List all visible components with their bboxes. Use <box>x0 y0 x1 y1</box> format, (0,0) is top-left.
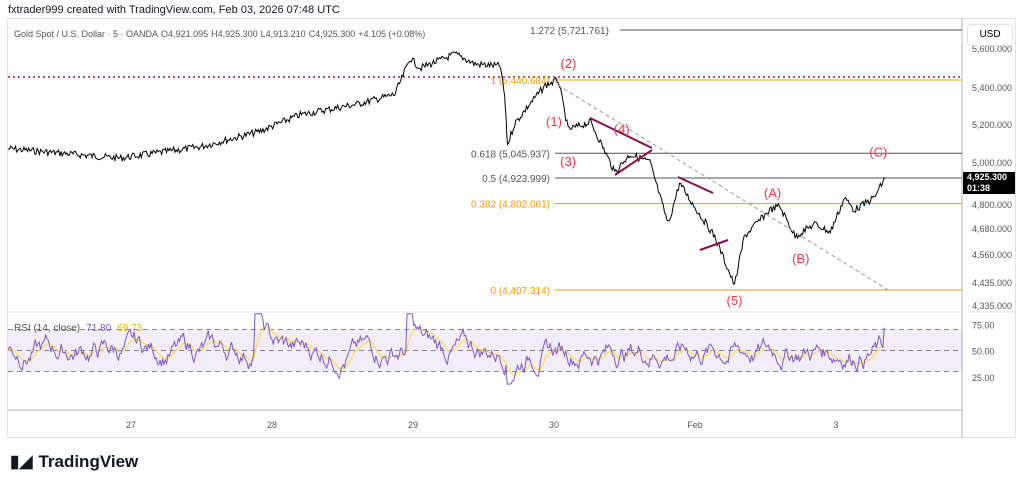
time-tick: 30 <box>549 420 559 430</box>
time-tick: 29 <box>408 420 418 430</box>
currency-button[interactable]: USD <box>967 24 1013 46</box>
trendline <box>557 84 889 291</box>
price-tick: 4,800.000 <box>972 200 1012 210</box>
rsi-ma-value: 69.73 <box>117 323 143 334</box>
price-line <box>8 51 886 285</box>
wave-label: (C) <box>869 144 887 159</box>
last-price: 4,925.300 <box>967 172 1008 182</box>
price-tick: 4,680.000 <box>972 224 1012 234</box>
rsi-legend: RSI (14, close) 71.80 69.73 <box>14 323 142 334</box>
fib-level-label: 0.5 (4,923.999) <box>482 174 550 185</box>
triangle-line <box>589 117 653 149</box>
chart-frame <box>7 18 1016 438</box>
price-tick: 4,335.000 <box>972 301 1012 311</box>
legend-change: +4.105 (+0.08%) <box>358 29 426 39</box>
price-tick: 4,560.000 <box>972 250 1012 260</box>
countdown: 01:38 <box>967 183 991 193</box>
rsi-value: 71.80 <box>86 323 112 334</box>
fib-level-label: 1.272 (5,721.761) <box>530 26 609 37</box>
rsi-tick: 50.00 <box>972 347 995 357</box>
rsi-line <box>7 313 885 385</box>
legend-open: O4,921.095 <box>161 29 209 39</box>
wave-label: (1) <box>546 114 562 129</box>
legend-symbol[interactable]: Gold Spot / U.S. Dollar · 5 · OANDA <box>14 29 159 39</box>
rsi-tick: 75.00 <box>972 320 995 330</box>
time-tick: Feb <box>687 420 703 430</box>
triangle-line <box>677 176 714 194</box>
last-price-badge: 4,925.300 01:38 <box>963 172 1015 194</box>
time-tick: 28 <box>267 420 277 430</box>
price-tick: 4,435.000 <box>972 278 1012 288</box>
tv-logo-icon: ▮◢ <box>10 452 33 471</box>
fib-level-label: 0.618 (5,045.937) <box>471 149 550 160</box>
attribution: fxtrader999 created with TradingView.com… <box>8 4 340 16</box>
price-tick: 5,400.000 <box>972 83 1012 93</box>
price-tick: 5,000.000 <box>972 158 1012 168</box>
time-tick: 3 <box>833 420 838 430</box>
time-tick: 27 <box>126 420 136 430</box>
fib-level-label: 1 (5,440.684) <box>491 76 551 87</box>
price-tick: 5,600.000 <box>972 44 1012 54</box>
legend: Gold Spot / U.S. Dollar · 5 · OANDA O4,9… <box>14 29 425 39</box>
wave-label: (A) <box>764 186 781 201</box>
price-tick: 5,200.000 <box>972 120 1012 130</box>
wave-label: (3) <box>560 154 576 169</box>
rsi-tick: 25.00 <box>972 373 995 383</box>
wave-label: (2) <box>561 56 577 71</box>
fib-level-label: 0.382 (4,802.061) <box>471 200 550 211</box>
wave-label: (5) <box>727 293 743 308</box>
wave-label: (B) <box>792 251 809 266</box>
fib-level-label: 0 (4,407.314) <box>491 286 551 297</box>
triangle-line <box>614 149 653 176</box>
wave-label: (4) <box>614 122 630 137</box>
legend-high: H4,925.300 <box>211 29 258 39</box>
legend-close: C4,925.300 <box>308 29 356 39</box>
rsi-ma-line <box>7 326 885 376</box>
rsi-label[interactable]: RSI (14, close) <box>14 323 81 334</box>
triangle-line <box>699 239 729 251</box>
legend-low: L4,913.210 <box>260 29 306 39</box>
tradingview-logo[interactable]: ▮◢ TradingView <box>10 452 139 471</box>
